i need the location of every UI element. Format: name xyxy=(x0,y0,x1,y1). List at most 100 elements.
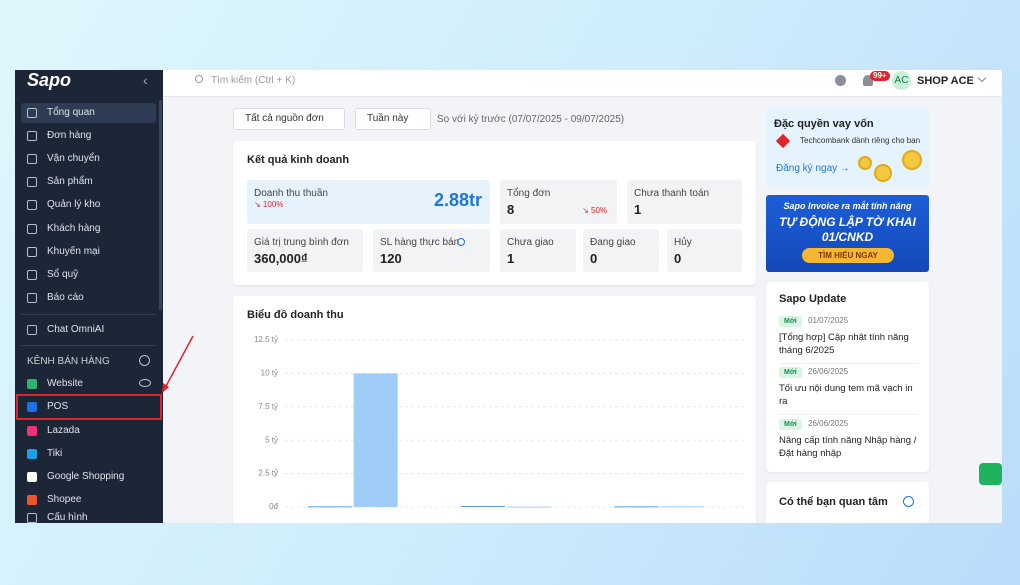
y-tick-label: 10 tỷ xyxy=(261,369,278,378)
business-card: Kết quả kinh doanh Doanh thu thuần 2.88tr ↘… xyxy=(233,141,756,285)
menu-label: Sổ quỹ xyxy=(47,269,79,280)
bar xyxy=(353,373,398,507)
logo: Sapo xyxy=(27,70,72,90)
new-badge: Mới xyxy=(779,419,802,430)
update-text: [Tổng hợp] Cập nhật tính năng tháng 6/20… xyxy=(779,332,909,356)
menu-icon xyxy=(27,270,37,280)
menu-item[interactable]: Sản phẩm xyxy=(21,172,156,192)
menu-icon xyxy=(27,224,37,234)
menu-item[interactable]: Tiki xyxy=(21,444,156,464)
menu-label: POS xyxy=(47,401,69,412)
menu-item[interactable]: Đơn hàng xyxy=(21,126,156,146)
search-icon xyxy=(195,75,203,83)
metric-tile[interactable]: Tổng đơn 8 ↘ 50% xyxy=(500,180,617,224)
update-date: 26/06/2025 xyxy=(808,367,849,376)
menu-item[interactable]: Cấu hình xyxy=(21,508,156,523)
view-icon xyxy=(139,379,151,387)
menu-item[interactable]: Chat OmniAI xyxy=(21,320,156,340)
shop-name[interactable]: SHOP ACE xyxy=(917,75,974,87)
info-icon xyxy=(457,238,465,246)
menu-label: Cấu hình xyxy=(47,512,88,523)
update-item[interactable]: Mới 26/06/2025 Nâng cấp tính năng Nhập hàn… xyxy=(779,419,919,467)
collapse-button[interactable]: ‹ xyxy=(143,72,148,88)
menu-label: Báo cáo xyxy=(47,292,84,303)
chat-widget[interactable] xyxy=(979,463,1002,485)
menu-item[interactable]: Shopee xyxy=(21,490,156,510)
menu-item[interactable]: Google Shopping xyxy=(21,467,156,487)
update-item[interactable]: Mới 01/07/2025 [Tổng hợp] Cập nhật tính nă… xyxy=(779,316,919,364)
menu-label: Lazada xyxy=(47,425,80,436)
new-badge: Mới xyxy=(779,367,802,378)
loan-cta[interactable]: Đăng ký ngay → xyxy=(776,163,850,174)
banner-button[interactable]: TÌM HIỂU NGAY xyxy=(802,248,894,263)
y-tick-label: 7.5 tỷ xyxy=(258,402,278,411)
menu-item[interactable]: Quản lý kho xyxy=(21,195,156,215)
add-channel[interactable] xyxy=(139,355,150,366)
chart-title: Biểu đồ doanh thu xyxy=(247,309,344,321)
menu-label: Quản lý kho xyxy=(47,199,101,210)
menu-icon xyxy=(27,325,37,335)
menu-label: Đơn hàng xyxy=(47,130,92,141)
app-window: Sapo ‹ Tổng quan Đơn hàng Vận chuyển Sản phẩm… xyxy=(15,70,1002,523)
y-tick-label: 0đ xyxy=(269,502,278,511)
menu-item[interactable]: Website xyxy=(21,374,156,394)
metric-label: SL hàng thực bán xyxy=(380,237,460,248)
menu-item[interactable]: Báo cáo xyxy=(21,288,156,308)
source-filter[interactable]: Tất cả nguồn đơn xyxy=(233,108,345,130)
menu-item[interactable]: POS xyxy=(21,397,156,417)
metric-tile[interactable]: Chưa thanh toán 1 xyxy=(627,180,742,224)
channels-title: KÊNH BÁN HÀNG xyxy=(27,356,110,367)
loan-card[interactable]: Đặc quyền vay vốn Techcombank dành riêng … xyxy=(766,108,929,187)
metric-tile[interactable]: Hủy 0 xyxy=(667,229,742,272)
update-date: 26/06/2025 xyxy=(808,419,849,428)
menu-label: Chat OmniAI xyxy=(47,324,105,335)
metric-tile[interactable]: Đang giao 0 xyxy=(583,229,659,272)
menu-item[interactable]: Khuyến mại xyxy=(21,242,156,262)
metric-tile[interactable]: Chưa giao 1 xyxy=(500,229,576,272)
period-filter[interactable]: Tuần này xyxy=(355,108,431,130)
metric-tile[interactable]: SL hàng thực bán 120 xyxy=(373,229,490,272)
settings-bar xyxy=(15,508,163,523)
help-icon[interactable] xyxy=(835,75,846,86)
bar xyxy=(461,505,505,507)
top-bar: Tìm kiếm (Ctrl + K) 99+ AC SHOP ACE xyxy=(163,70,1002,97)
banner-line3: 01/CNKD xyxy=(821,230,874,244)
menu-icon xyxy=(27,108,37,118)
interest-arrow[interactable] xyxy=(903,496,914,507)
menu-item[interactable]: Tổng quan xyxy=(21,103,156,123)
y-tick-label: 2.5 tỷ xyxy=(258,469,278,478)
metric-value: 0 xyxy=(674,251,682,266)
bar xyxy=(660,506,705,508)
menu-label: Tổng quan xyxy=(47,107,95,118)
update-item[interactable]: Mới 26/06/2025 Tối ưu nội dung tem mã vạch… xyxy=(779,367,919,415)
divider xyxy=(779,363,917,364)
menu-label: Khách hàng xyxy=(47,223,101,234)
menu-icon xyxy=(27,177,37,187)
bar xyxy=(614,506,659,508)
revenue-chart: 0đ 2.5 tỷ 5 tỷ 7.5 tỷ 10 tỷ 12.5 tỷ xyxy=(254,335,745,511)
metric-tile[interactable]: Giá trị trung bình đơn 360,000₫ xyxy=(247,229,363,272)
scrollbar xyxy=(159,100,162,310)
new-badge: Mới xyxy=(779,316,802,327)
menu-item[interactable]: Sổ quỹ xyxy=(21,265,156,285)
chart-card: Biểu đồ doanh thu 0đ 2.5 tỷ 5 tỷ 7.5 tỷ 10 tỷ… xyxy=(233,296,756,523)
menu-icon xyxy=(27,513,37,523)
invoice-banner[interactable]: Sapo Invoice ra mắt tính năng TỰ ĐỘNG LẬP… xyxy=(766,195,929,272)
metric-tile[interactable]: Doanh thu thuần 2.88tr ↘ 100% xyxy=(247,180,490,224)
bank-text: Techcombank dành riêng cho bạn xyxy=(800,136,921,145)
metric-label: Giá trị trung bình đơn xyxy=(254,237,349,248)
menu-item[interactable]: Khách hàng xyxy=(21,219,156,239)
bar xyxy=(307,506,352,508)
menu-label: Google Shopping xyxy=(47,471,125,482)
search-input[interactable]: Tìm kiếm (Ctrl + K) xyxy=(211,75,296,86)
coin xyxy=(902,150,922,170)
menu-label: Tiki xyxy=(47,448,63,459)
metric-value: 8 xyxy=(507,202,515,217)
menu-icon xyxy=(27,472,37,482)
metric-value: 1 xyxy=(507,251,515,266)
menu-item[interactable]: Lazada xyxy=(21,421,156,441)
menu-item[interactable]: Vận chuyển xyxy=(21,149,156,169)
avatar[interactable]: AC xyxy=(892,71,911,90)
metric-label: Chưa giao xyxy=(507,237,554,248)
bell-icon[interactable] xyxy=(863,75,873,86)
